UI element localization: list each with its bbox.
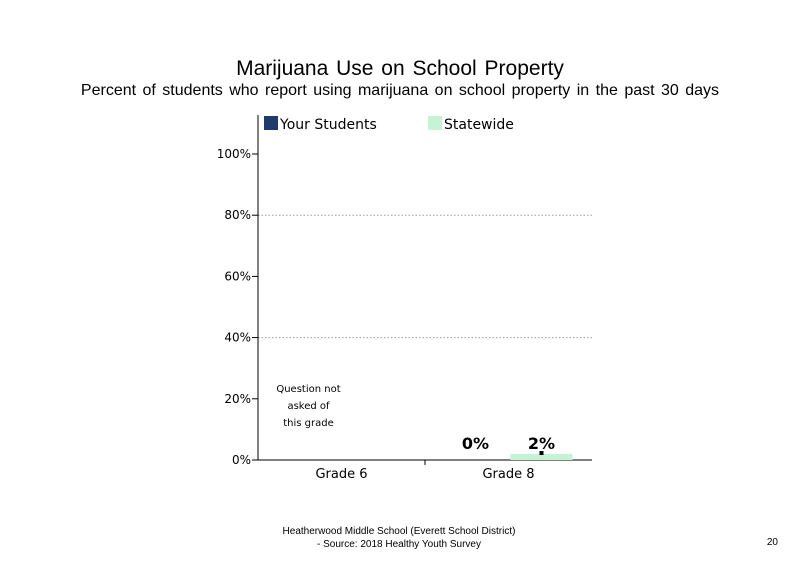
legend-swatch [428, 116, 442, 130]
legend-label: Statewide [444, 117, 514, 133]
annotation-line: asked of [287, 401, 330, 412]
y-tick-label: 20% [224, 392, 251, 406]
y-tick-label: 60% [224, 269, 251, 283]
y-tick-label: 40% [224, 331, 251, 345]
marker [539, 451, 544, 455]
y-tick-label: 100% [217, 147, 251, 161]
footer-line-school: Heatherwood Middle School (Everett Schoo… [282, 526, 516, 537]
bar [510, 453, 573, 460]
annotation-line: this grade [283, 418, 334, 429]
footer-source: Heatherwood Middle School (Everett Schoo… [230, 525, 568, 551]
y-tick-label: 0% [232, 453, 251, 467]
legend-label: Your Students [279, 117, 377, 133]
page-number: 20 [766, 537, 778, 548]
annotation-line: Question not [276, 384, 340, 395]
chart-title: Marijuana Use on School Property [236, 57, 564, 80]
legend-swatch [264, 116, 278, 130]
x-tick-label: Grade 6 [315, 467, 367, 482]
x-tick-label: Grade 8 [482, 467, 534, 482]
y-tick-label: 80% [224, 208, 251, 222]
chart-subtitle: Percent of students who report using mar… [80, 82, 720, 99]
data-label: 2% [528, 434, 555, 453]
data-label: 0% [462, 434, 489, 453]
footer-line-source: - Source: 2018 Healthy Youth Survey [317, 539, 481, 550]
